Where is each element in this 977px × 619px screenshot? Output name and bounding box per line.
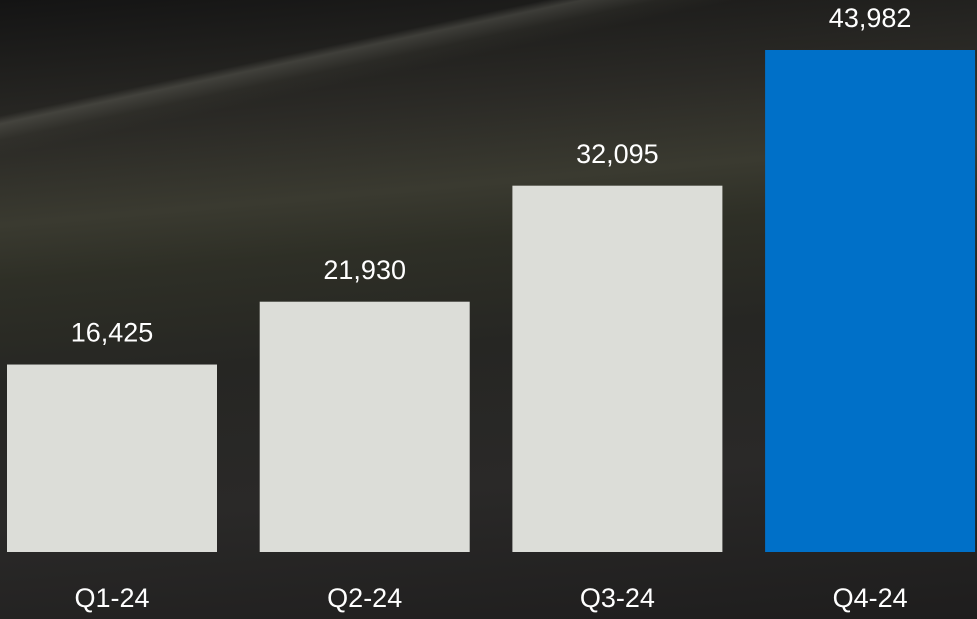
bar [260,302,470,552]
value-label: 21,930 [323,255,406,285]
x-tick-label: Q4-24 [833,583,908,613]
value-label: 43,982 [829,3,912,33]
value-label: 16,425 [71,318,154,348]
bar [512,186,722,552]
x-tick-label: Q1-24 [74,583,149,613]
bar [7,365,217,552]
x-tick-label: Q3-24 [580,583,655,613]
value-label: 32,095 [576,139,659,169]
chart: 16,425 Q1-24 21,930 Q2-24 32,095 Q3-24 43,982 Q… [0,0,977,619]
bar [765,50,975,552]
x-tick-label: Q2-24 [327,583,402,613]
